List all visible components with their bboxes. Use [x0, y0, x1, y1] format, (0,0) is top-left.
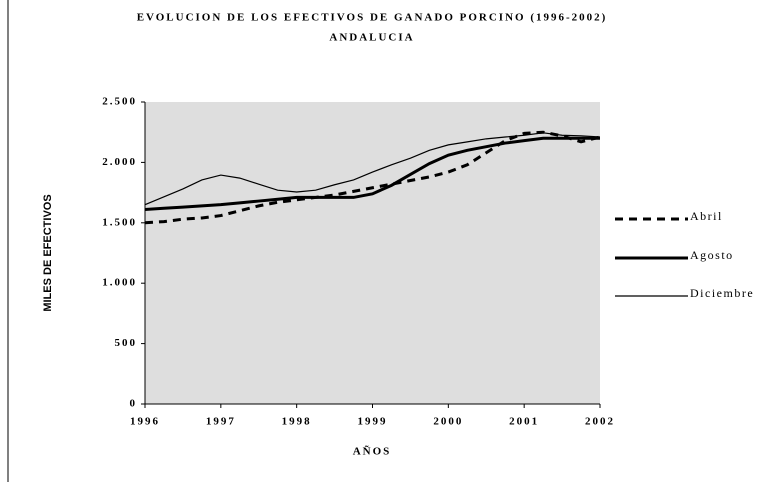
- y-axis-label: MILES DE EFECTIVOS: [42, 194, 54, 311]
- x-tick-label: 2001: [509, 416, 539, 428]
- x-tick-label: 1998: [282, 416, 312, 428]
- x-tick-label: 1996: [130, 416, 160, 428]
- y-tick-label: 1.000: [102, 277, 137, 289]
- y-tick-label: 1.500: [102, 216, 137, 228]
- x-tick-label: 1997: [206, 416, 236, 428]
- x-tick-label: 2002: [585, 416, 615, 428]
- x-tick-label: 2000: [433, 416, 463, 428]
- plot-area: [145, 102, 600, 404]
- y-tick-label: 2.500: [102, 96, 137, 108]
- series-line: [144, 132, 601, 206]
- legend-label: Agosto: [690, 248, 734, 262]
- y-tick-label: 2.000: [102, 156, 137, 168]
- y-tick-label: 500: [115, 337, 138, 349]
- legend-label: Diciembre: [690, 286, 754, 300]
- series-line: [144, 130, 601, 225]
- chart-subtitle: ANDALUCIA: [329, 32, 414, 44]
- y-tick-label: 0: [130, 398, 138, 410]
- x-axis-label: AÑOS: [353, 446, 392, 458]
- series-line: [144, 136, 600, 212]
- legend-label: Abril: [690, 209, 723, 223]
- chart-title: EVOLUCION DE LOS EFECTIVOS DE GANADO POR…: [137, 12, 608, 24]
- x-tick-label: 1999: [358, 416, 388, 428]
